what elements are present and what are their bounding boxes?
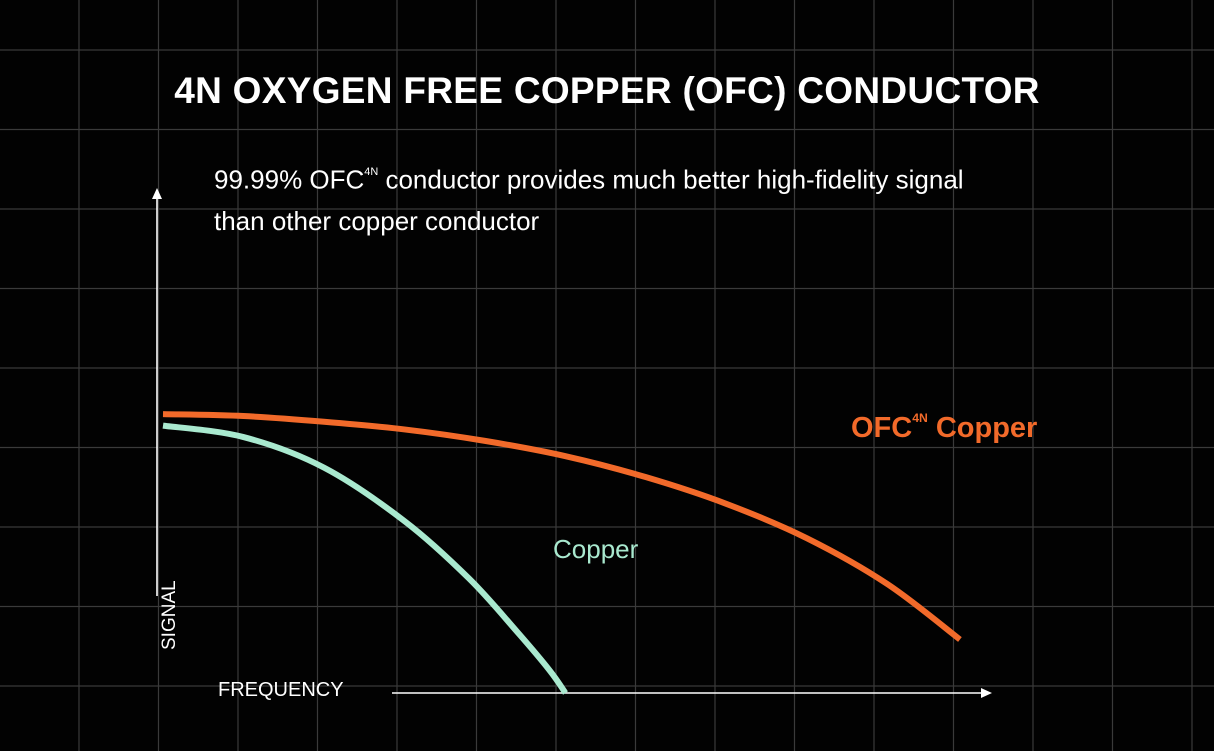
subtitle-superscript: 4N <box>364 166 379 178</box>
x-axis-label: FREQUENCY <box>218 679 344 701</box>
axes <box>152 188 992 698</box>
subtitle-text-prefix: 99.99% OFC <box>214 164 365 195</box>
chart-subtitle: 99.99% OFC4N conductor provides much bet… <box>214 152 1114 242</box>
y-axis-label: SIGNAL <box>159 580 180 650</box>
subtitle-text-suffix: conductor provides much better high-fide… <box>378 164 964 195</box>
chart-title: 4N OXYGEN FREE COPPER (OFC) CONDUCTOR <box>174 70 1040 111</box>
series-label-ofc-sup: 4N <box>912 411 928 425</box>
series-layer <box>162 411 962 695</box>
subtitle-text-line2: than other copper conductor <box>214 205 540 236</box>
y-axis-arrow <box>152 188 162 199</box>
series-line-ofc-copper <box>162 411 962 642</box>
series-label-ofc-main: OFC <box>851 412 913 445</box>
series-label-ofc-tail: Copper <box>927 412 1038 445</box>
series-label-copper: Copper <box>553 534 639 564</box>
x-axis-arrow <box>981 688 992 698</box>
series-line-copper <box>162 422 568 695</box>
series-label-ofc-copper: OFC4N Copper <box>851 411 1037 445</box>
